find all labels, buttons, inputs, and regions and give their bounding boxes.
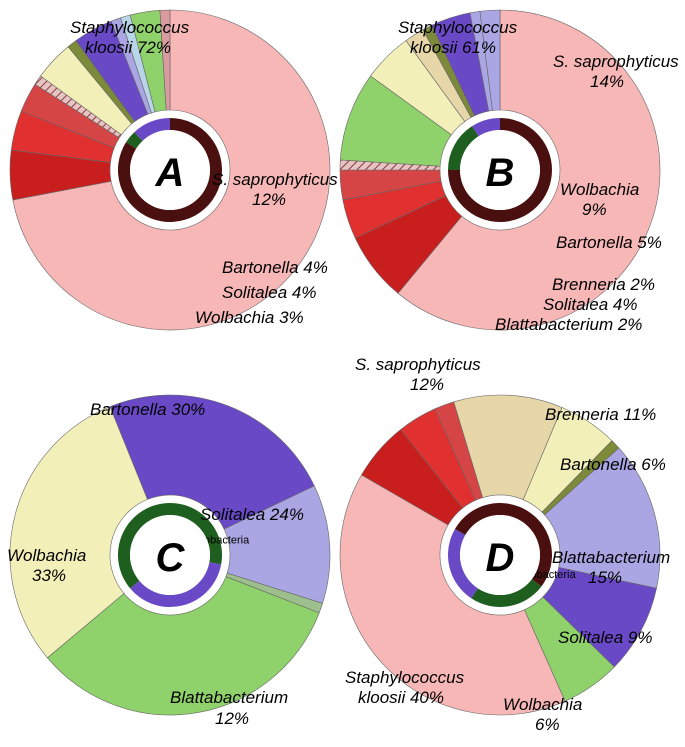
chart-label: 12% [215, 709, 249, 729]
chart-label: Staphylococcus [398, 18, 517, 38]
chart-label: Bartonella 4% [222, 258, 328, 278]
chart-label: Brenneria 2% [552, 275, 655, 295]
chart-label: S. saprophyticus [212, 170, 338, 190]
chart-letter: A [155, 151, 185, 195]
chart-label: 12% [410, 375, 444, 395]
chart-label: Staphylococcus [345, 668, 464, 688]
chart-label: Wolbachia [7, 546, 86, 566]
chart-label: Wolbachia [560, 180, 639, 200]
chart-label: 9% [582, 200, 607, 220]
chart-label: 15% [588, 568, 622, 588]
chart-label: kloosii 72% [85, 38, 171, 58]
chart-letter: C [156, 536, 186, 580]
chart-label: Solitalea 24% [200, 505, 304, 525]
chart-label: Solitalea 4% [543, 295, 638, 315]
chart-label: 33% [32, 566, 66, 586]
chart-label: 6% [535, 715, 560, 735]
chart-label: Blattabacterium [552, 548, 670, 568]
chart-label: Solitalea 4% [222, 283, 317, 303]
chart-letter: B [486, 151, 515, 195]
chart-label: Brenneria 11% [545, 405, 656, 425]
chart-label: Staphylococcus [70, 18, 189, 38]
chart-label: Blattabacterium [170, 688, 288, 708]
chart-label: 12% [252, 190, 286, 210]
chart-label: kloosii 61% [410, 38, 496, 58]
chart-letter: D [486, 536, 515, 580]
chart-label: Wolbachia 3% [195, 308, 304, 328]
chart-label: Bartonella 30% [90, 400, 205, 420]
chart-label: Bartonella 6% [560, 455, 666, 475]
chart-label: Wolbachia [503, 695, 582, 715]
chart-label: Solitalea 9% [558, 628, 653, 648]
chart-label: Blattabacterium 2% [495, 315, 642, 335]
chart-label: kloosii 40% [358, 688, 444, 708]
chart-label: 14% [590, 72, 624, 92]
chart-label: Bartonella 5% [556, 233, 662, 253]
chart-label: S. saprophyticus [553, 52, 679, 72]
chart-label: S. saprophyticus [355, 355, 481, 375]
